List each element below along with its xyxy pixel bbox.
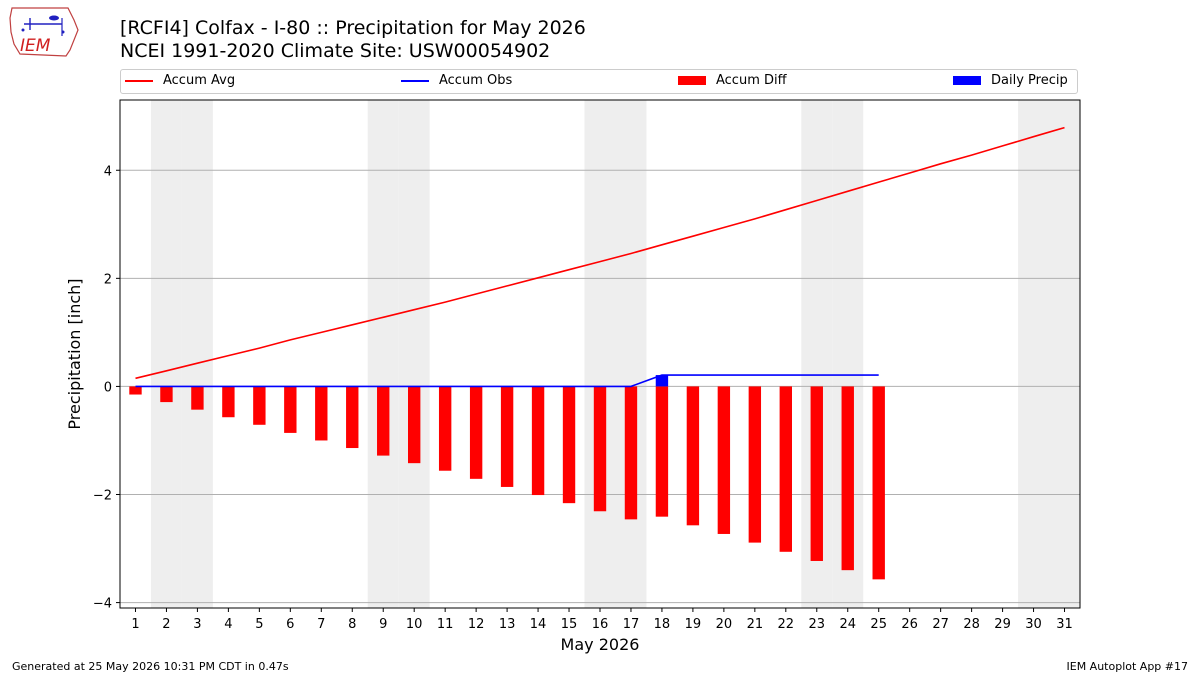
legend-swatch-accum-obs: [401, 79, 429, 82]
legend-item-accum-diff: Accum Diff: [678, 73, 787, 88]
x-tick-label-8: 8: [348, 617, 356, 632]
x-tick-label-22: 22: [778, 617, 795, 632]
y-axis-ticks: −4 −2 0 2 4: [93, 164, 120, 612]
accum-diff-bar-12: [469, 386, 483, 479]
accum-diff-bar-11: [438, 386, 452, 471]
iem-logo: IEM: [8, 6, 80, 62]
accum-diff-bar-17: [624, 386, 638, 520]
legend-label-daily-precip: Daily Precip: [991, 73, 1068, 88]
weekend-shade-day-9: [367, 100, 399, 608]
x-tick-label-31: 31: [1056, 617, 1073, 632]
accum-diff-bar-13: [500, 386, 514, 487]
legend-item-accum-avg: Accum Avg: [125, 73, 235, 88]
x-tick-label-30: 30: [1025, 617, 1042, 632]
x-tick-label-4: 4: [224, 617, 232, 632]
legend: Accum Avg Accum Obs Accum Diff Daily Pre…: [120, 69, 1078, 94]
accum-diff-bars: [129, 375, 885, 580]
y-tick-label-4: 4: [104, 164, 112, 179]
legend-swatch-accum-avg: [125, 79, 153, 82]
x-tick-label-21: 21: [747, 617, 764, 632]
legend-label-accum-avg: Accum Avg: [163, 73, 236, 88]
x-tick-label-28: 28: [963, 617, 980, 632]
x-tick-label-6: 6: [286, 617, 294, 632]
x-tick-label-1: 1: [131, 617, 139, 632]
accum-diff-bar-23: [810, 386, 823, 561]
accum-diff-bar-14: [531, 386, 545, 496]
x-tick-label-17: 17: [623, 617, 640, 632]
series-lines: [135, 126, 1065, 388]
x-tick-label-26: 26: [901, 617, 918, 632]
accum-diff-bar-4: [222, 386, 235, 418]
y-tick-label-2: 2: [104, 272, 112, 287]
y-tick-label-0: 0: [104, 380, 112, 395]
weekend-shade-day-16: [584, 100, 616, 608]
legend-swatch-daily-precip: [953, 76, 981, 85]
x-tick-label-14: 14: [530, 617, 547, 632]
chart-title: [RCFI4] Colfax - I-80 :: Precipitation f…: [120, 17, 586, 39]
footer-generated: Generated at 25 May 2026 10:31 PM CDT in…: [12, 660, 289, 673]
x-tick-label-9: 9: [379, 617, 387, 632]
weekend-shading: [150, 100, 1080, 608]
weekend-shade-day-10: [398, 100, 430, 608]
x-tick-label-27: 27: [932, 617, 949, 632]
x-tick-label-3: 3: [193, 617, 201, 632]
legend-label-accum-obs: Accum Obs: [439, 73, 513, 88]
weekend-shade-day-31: [1049, 100, 1080, 608]
x-tick-label-20: 20: [716, 617, 733, 632]
accum-diff-bar-24: [841, 386, 854, 571]
x-tick-label-29: 29: [994, 617, 1011, 632]
y-axis-label: Precipitation [inch]: [65, 278, 84, 429]
y-tick-label--4: −4: [93, 597, 112, 612]
x-tick-label-2: 2: [162, 617, 170, 632]
accum-diff-bar-19: [686, 386, 700, 526]
legend-label-accum-diff: Accum Diff: [716, 73, 787, 88]
accum-diff-bar-18: [655, 386, 669, 517]
x-tick-label-10: 10: [406, 617, 423, 632]
accum-diff-bar-25: [872, 386, 885, 580]
x-tick-label-11: 11: [437, 617, 454, 632]
x-axis-ticks: 1 2 3 4 5 6 7 8 9 10 11 12 13 14 15 16 17 18 19 20 21 22 23 24 2…: [131, 608, 1073, 632]
accum-diff-bar-15: [562, 386, 576, 504]
legend-item-accum-obs: Accum Obs: [401, 73, 512, 88]
x-tick-label-25: 25: [870, 617, 887, 632]
accum-diff-bar-9: [377, 386, 390, 456]
x-tick-label-24: 24: [839, 617, 856, 632]
legend-item-daily-precip: Daily Precip: [953, 73, 1068, 88]
accum-diff-bar-3: [191, 386, 204, 410]
x-tick-label-23: 23: [809, 617, 826, 632]
x-tick-label-13: 13: [499, 617, 516, 632]
accum-diff-bar-20: [717, 386, 731, 534]
chart-subtitle: NCEI 1991-2020 Climate Site: USW00054902: [120, 40, 551, 62]
x-tick-label-15: 15: [561, 617, 578, 632]
accum-diff-bar-16: [593, 386, 607, 512]
x-tick-label-7: 7: [317, 617, 325, 632]
accum-diff-bar-6: [284, 386, 297, 433]
logo-text: IEM: [20, 36, 51, 56]
weekend-shade-day-2: [150, 100, 182, 608]
footer-app: IEM Autoplot App #17: [1066, 660, 1189, 673]
accum-diff-bar-22: [779, 386, 792, 552]
x-tick-label-5: 5: [255, 617, 263, 632]
weekend-shade-day-30: [1018, 100, 1050, 608]
x-tick-label-19: 19: [685, 617, 702, 632]
accum-diff-bar-2: [160, 386, 173, 403]
accum-diff-bar-1: [129, 386, 142, 395]
x-tick-label-12: 12: [468, 617, 485, 632]
accum-diff-bar-8: [346, 386, 359, 449]
x-axis-label: May 2026: [561, 635, 640, 654]
legend-swatch-accum-diff: [678, 76, 706, 85]
weekend-shade-day-3: [181, 100, 213, 608]
y-tick-label--2: −2: [93, 489, 112, 504]
accum-diff-bar-21: [748, 386, 762, 543]
x-tick-label-16: 16: [592, 617, 609, 632]
accum-diff-bar-5: [253, 386, 266, 425]
accum-obs-line: [135, 374, 879, 388]
daily-precip-bar-18: [655, 375, 669, 387]
accum-diff-bar-10: [408, 386, 421, 464]
x-tick-label-18: 18: [654, 617, 671, 632]
weekend-shade-day-17: [615, 100, 647, 608]
accum-avg-line: [135, 126, 1065, 380]
accum-diff-bar-7: [315, 386, 328, 441]
